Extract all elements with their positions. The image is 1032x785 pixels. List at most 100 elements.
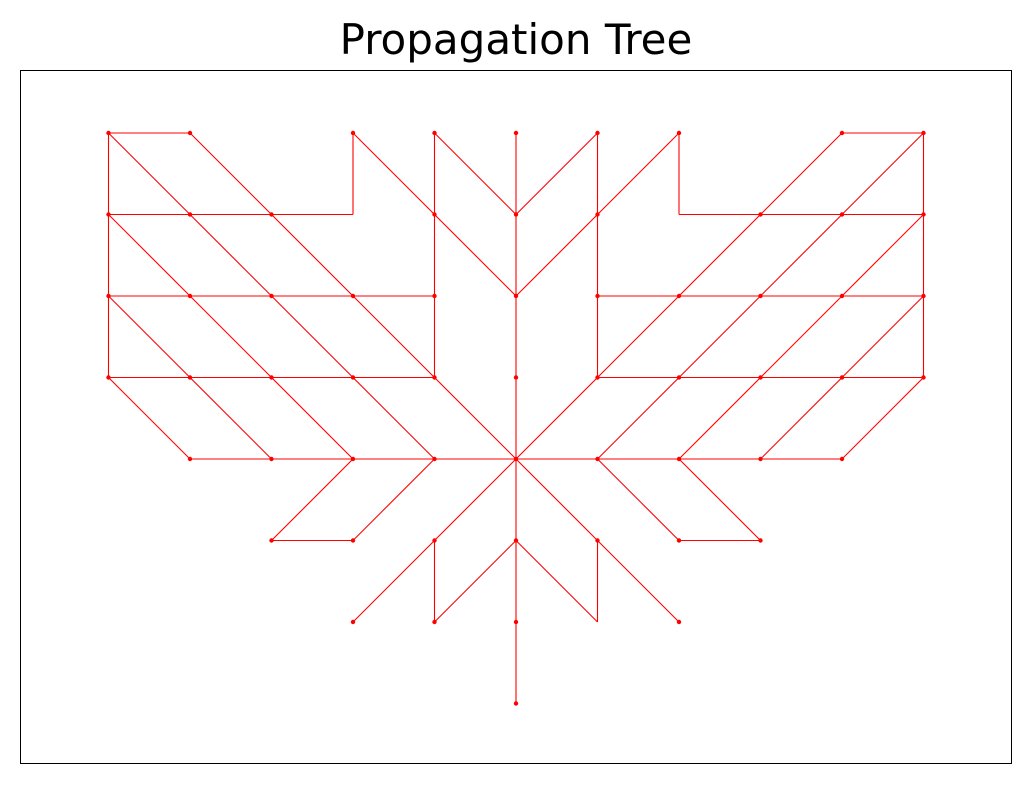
tree-node — [187, 130, 193, 136]
tree-edge — [189, 132, 272, 215]
tree-node — [513, 619, 519, 625]
tree-edge — [841, 132, 924, 215]
tree-node — [350, 456, 356, 462]
tree-edge — [515, 214, 598, 297]
tree-node — [350, 375, 356, 380]
tree-edge — [678, 295, 761, 378]
tree-edge — [678, 214, 761, 297]
node-layer — [106, 130, 926, 706]
tree-node — [676, 456, 682, 462]
tree-edge — [597, 540, 680, 623]
tree-node — [187, 375, 193, 380]
tree-node — [921, 130, 926, 136]
tree-node — [758, 456, 763, 462]
tree-edge — [597, 377, 680, 460]
tree-node — [187, 456, 193, 462]
tree-node — [676, 293, 682, 299]
tree-node — [513, 538, 519, 543]
tree-node — [595, 293, 600, 299]
tree-edge — [108, 377, 191, 460]
tree-node — [595, 212, 600, 217]
tree-node — [106, 130, 111, 136]
tree-edge — [597, 132, 680, 215]
tree-node — [595, 456, 600, 462]
tree-edge — [678, 458, 761, 541]
tree-node — [676, 130, 682, 136]
tree-edge — [108, 295, 191, 378]
tree-edge — [352, 540, 435, 623]
tree-edge — [760, 295, 843, 378]
tree-edge — [515, 458, 598, 541]
tree-node — [106, 375, 111, 380]
tree-node — [106, 212, 111, 217]
tree-node — [432, 130, 437, 136]
tree-node — [513, 456, 519, 462]
tree-edge — [271, 377, 354, 460]
tree-node — [350, 538, 356, 543]
tree-node — [432, 212, 437, 217]
tree-node — [839, 375, 845, 380]
tree-node — [269, 375, 274, 380]
tree-node — [432, 375, 437, 380]
tree-edge — [760, 214, 843, 297]
tree-node — [758, 375, 763, 380]
tree-node — [432, 619, 437, 625]
tree-node — [595, 375, 600, 380]
tree-node — [269, 293, 274, 299]
tree-node — [187, 293, 193, 299]
tree-edge — [760, 132, 843, 215]
tree-node — [269, 538, 274, 543]
tree-node — [269, 212, 274, 217]
tree-edge — [189, 377, 272, 460]
tree-edge — [678, 377, 761, 460]
tree-edge — [434, 458, 517, 541]
tree-node — [595, 130, 600, 136]
tree-node — [513, 701, 519, 706]
tree-node — [839, 212, 845, 217]
tree-edge — [841, 377, 924, 460]
tree-node — [676, 375, 682, 380]
tree-node — [432, 538, 437, 543]
tree-node — [921, 375, 926, 380]
tree-node — [758, 212, 763, 217]
tree-node — [921, 293, 926, 299]
tree-edge — [108, 214, 191, 297]
tree-node — [676, 619, 682, 625]
tree-node — [839, 456, 845, 462]
tree-node — [106, 293, 111, 299]
tree-node — [350, 619, 356, 625]
tree-edge — [515, 540, 598, 623]
tree-edge — [271, 295, 354, 378]
tree-node — [839, 130, 845, 136]
tree-node — [269, 456, 274, 462]
tree-edge — [352, 377, 435, 460]
tree-edge — [515, 132, 598, 215]
tree-edge — [352, 132, 435, 215]
edge-layer — [107, 132, 925, 704]
tree-edge — [352, 295, 435, 378]
tree-edge — [515, 377, 598, 460]
tree-edge — [597, 458, 680, 541]
tree-node — [513, 130, 519, 136]
tree-node — [187, 212, 193, 217]
tree-node — [432, 293, 437, 299]
tree-edge — [434, 214, 517, 297]
tree-edge — [352, 458, 435, 541]
tree-node — [513, 293, 519, 299]
tree-edge — [841, 214, 924, 297]
tree-edge — [108, 132, 191, 215]
tree-node — [758, 538, 763, 543]
tree-node — [595, 538, 600, 543]
tree-edge — [597, 295, 680, 378]
tree-edge — [189, 214, 272, 297]
tree-node — [758, 293, 763, 299]
tree-node — [350, 130, 356, 136]
page-title: Propagation Tree — [339, 15, 693, 64]
plot-frame — [20, 70, 1012, 764]
tree-edge — [760, 377, 843, 460]
tree-edge — [434, 132, 517, 215]
tree-node — [350, 293, 356, 299]
tree-node — [839, 293, 845, 299]
tree-edge — [271, 214, 354, 297]
